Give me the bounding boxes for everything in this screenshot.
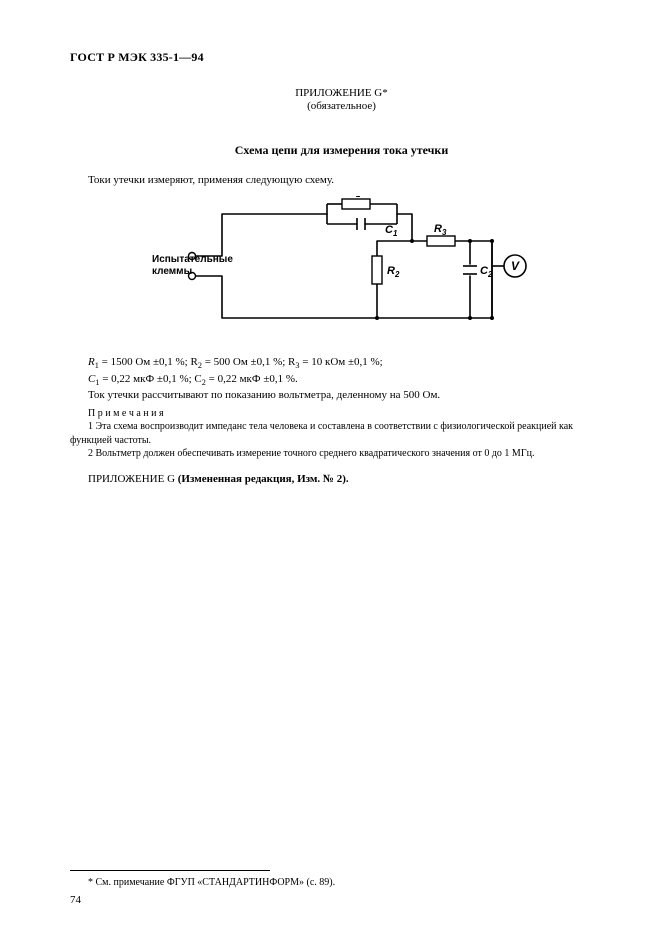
notes-heading: П р и м е ч а н и я [70,407,613,421]
section-title: Схема цепи для измерения тока утечки [70,143,613,158]
footnote-text: * См. примечание ФГУП «СТАНДАРТИНФОРМ» (… [70,877,613,888]
val-r1: = 1500 Ом ±0,1 %; R [99,356,198,368]
intro-text: Токи утечки измеряют, применяя следующую… [70,174,613,186]
label-r3: R3 [434,223,447,237]
val-r3: = 10 кОм ±0,1 %; [300,356,383,368]
appendix-title-block: ПРИЛОЖЕНИЕ G* (обязательное) [70,87,613,113]
val-c1: = 0,22 мкФ ±0,1 %; C [99,373,201,385]
amendment-bold: (Измененная редакция, Изм. № 2). [178,473,349,485]
note-1: 1 Эта схема воспроизводит импеданс тела … [70,420,613,447]
calc-line: Ток утечки рассчитывают по показанию вол… [70,388,613,403]
amendment-prefix: ПРИЛОЖЕНИЕ G [88,473,178,485]
val-r1-sym: R [88,356,95,368]
label-r2: R2 [387,265,400,279]
page: ГОСТ Р МЭК 335-1—94 ПРИЛОЖЕНИЕ G* (обяза… [0,0,661,936]
footnote-block: * См. примечание ФГУП «СТАНДАРТИНФОРМ» (… [70,870,613,906]
note-2: 2 Вольтметр должен обеспечивать измерени… [70,447,613,461]
val-c2: = 0,22 мкФ ±0,1 %. [206,373,298,385]
resistor-r2 [372,256,382,284]
component-values: R1 = 1500 Ом ±0,1 %; R2 = 500 Ом ±0,1 %;… [70,355,613,402]
circuit-diagram: V Испытательные клеммы R1 C1 [152,196,532,341]
terminal-label-2: клеммы [152,266,192,277]
circuit-svg: V Испытательные клеммы R1 C1 [152,196,532,336]
capacitor-c2 [463,266,477,274]
appendix-label: ПРИЛОЖЕНИЕ G* [295,87,388,99]
label-c1: C1 [385,224,398,238]
resistor-r3 [427,236,455,246]
page-number: 74 [70,894,613,906]
val-r2: = 500 Ом ±0,1 %; R [202,356,295,368]
footnote-rule [70,870,270,871]
appendix-mandatory: (обязательное) [307,100,376,112]
label-c2: C2 [480,265,493,279]
notes-block: П р и м е ч а н и я 1 Эта схема воспроиз… [70,407,613,461]
document-code: ГОСТ Р МЭК 335-1—94 [70,50,613,65]
voltmeter: V [492,241,526,318]
terminal-label-1: Испытательные [152,254,233,265]
circuit-diagram-container: V Испытательные клеммы R1 C1 [70,196,613,341]
capacitor-c1 [357,218,365,230]
resistor-r1 [342,199,370,209]
voltmeter-label: V [510,259,519,273]
amendment-line: ПРИЛОЖЕНИЕ G (Измененная редакция, Изм. … [70,473,613,485]
